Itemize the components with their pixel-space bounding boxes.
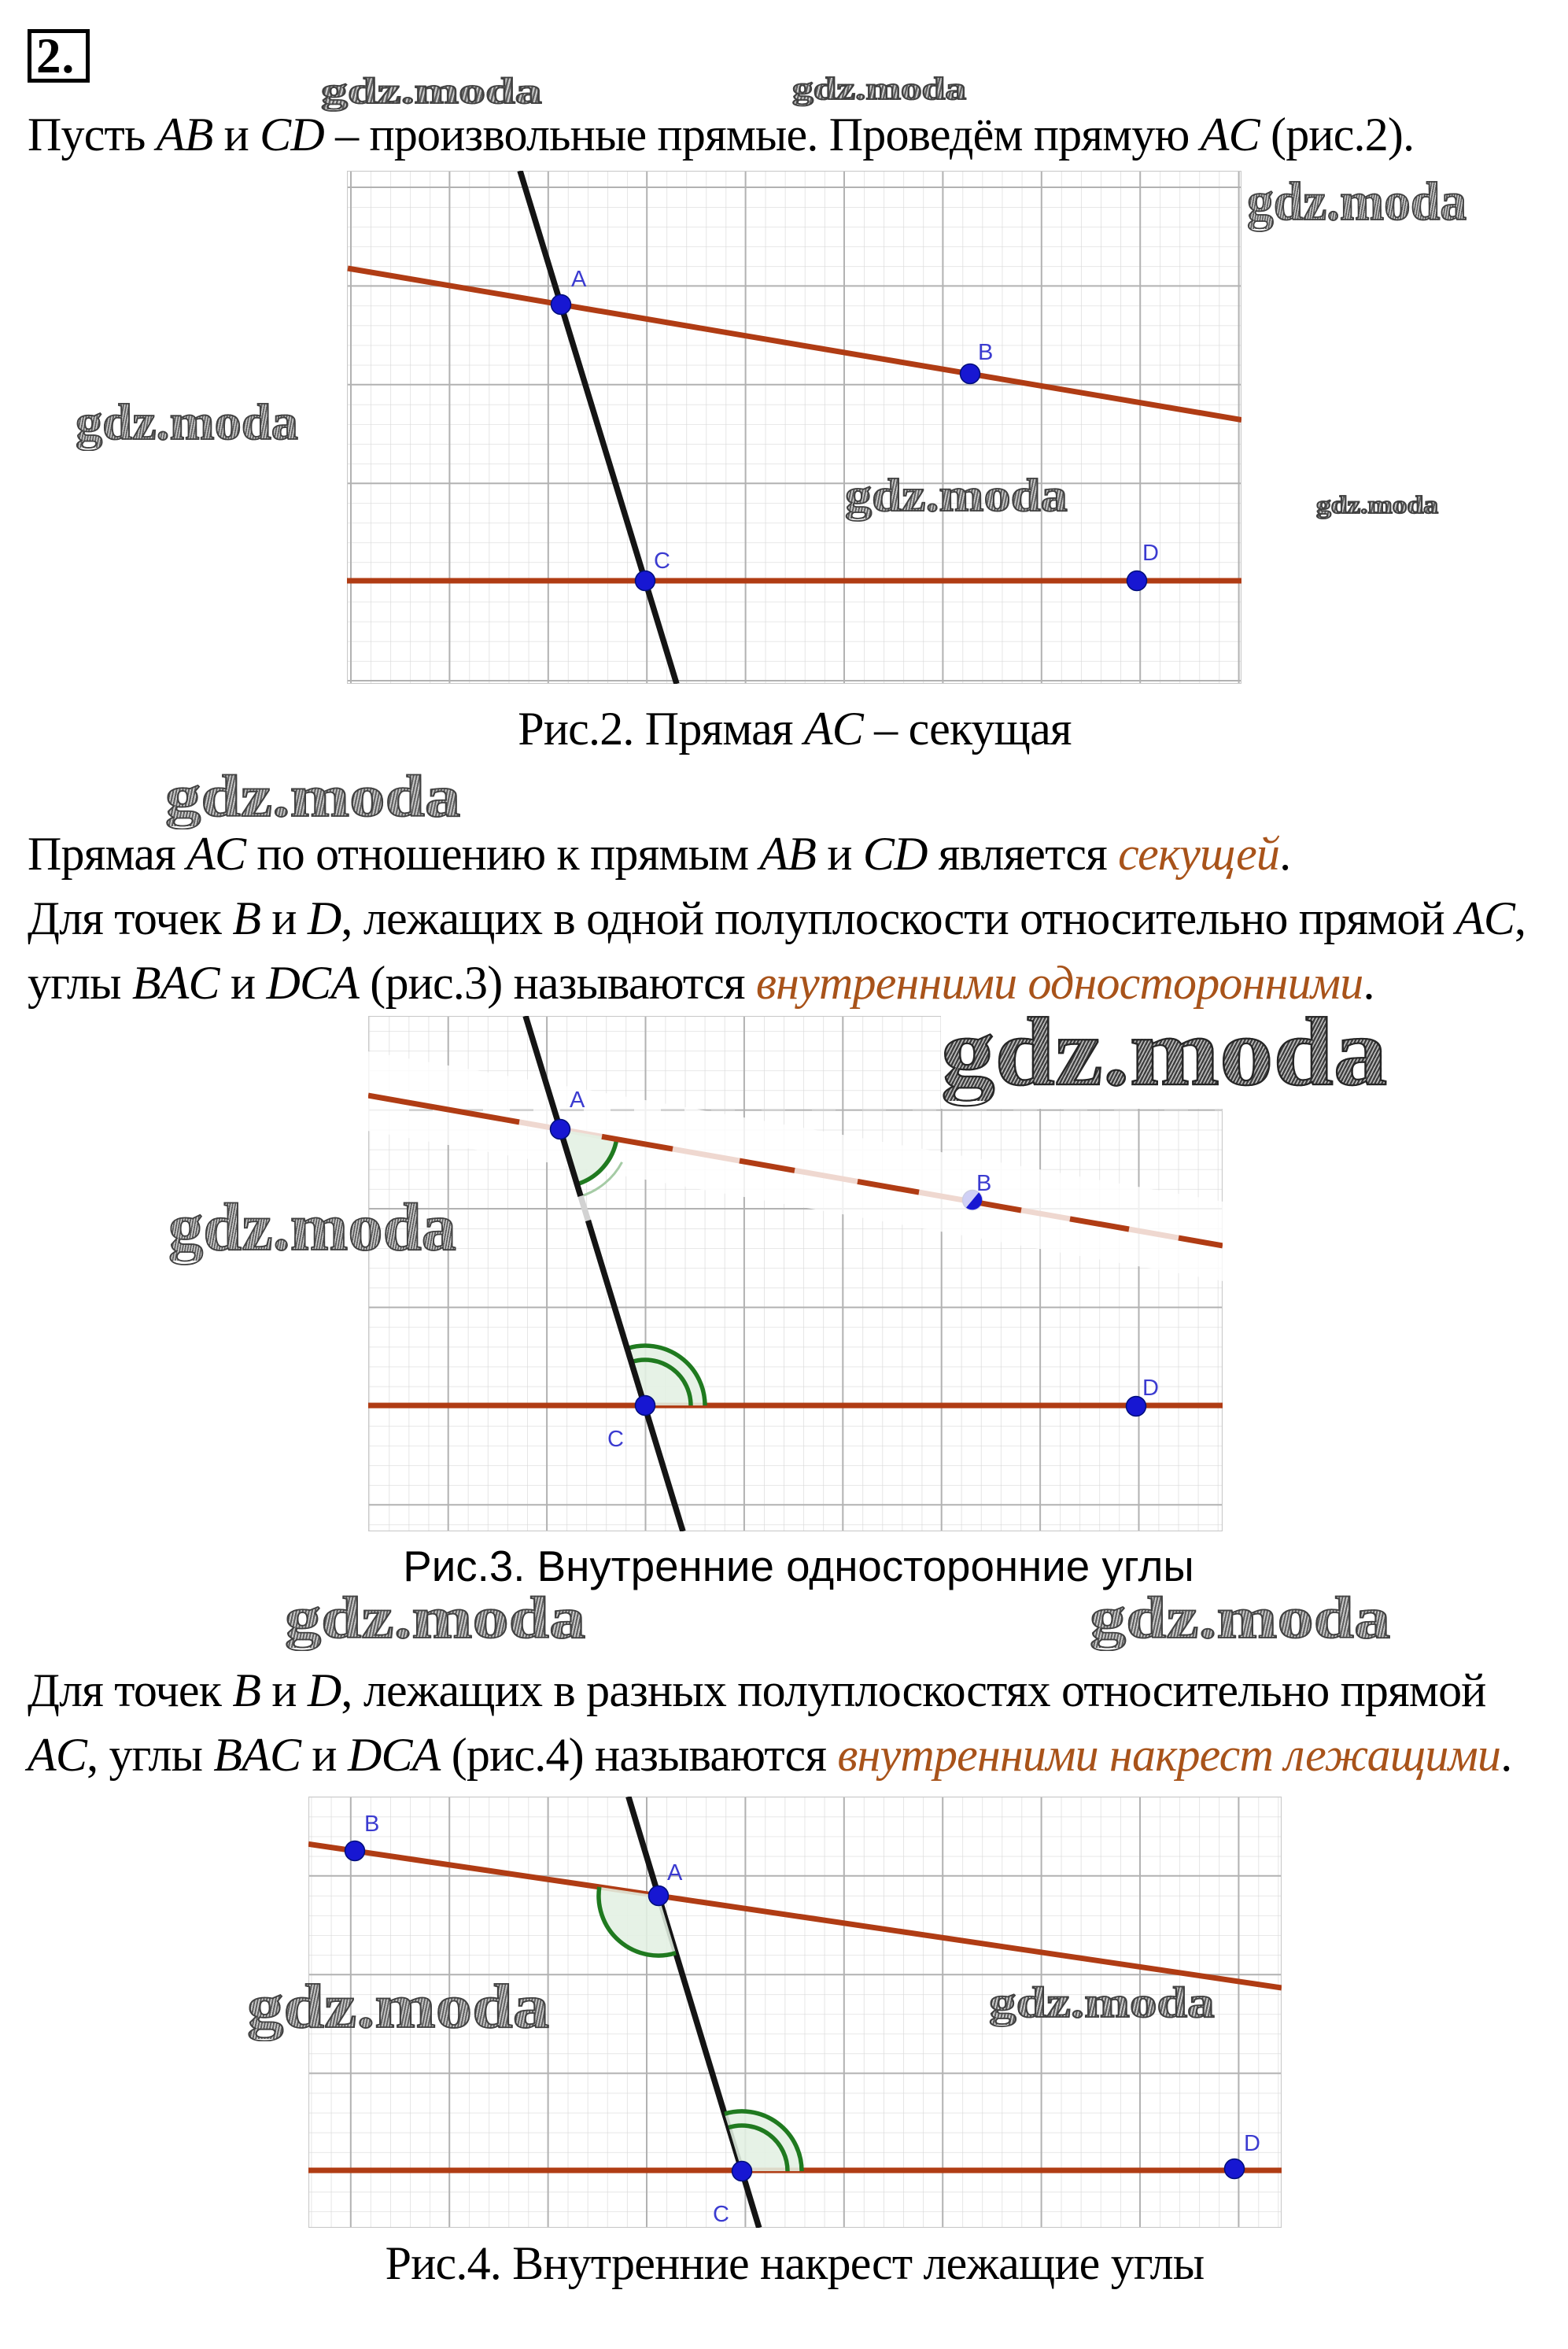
svg-text:A: A <box>571 267 587 292</box>
svg-text:D: D <box>1142 541 1159 566</box>
svg-text:C: C <box>713 2202 729 2227</box>
svg-text:D: D <box>1142 1376 1159 1401</box>
svg-text:A: A <box>667 1860 683 1885</box>
svg-text:B: B <box>978 340 993 365</box>
svg-text:C: C <box>654 548 670 574</box>
svg-text:B: B <box>976 1171 991 1196</box>
svg-text:C: C <box>607 1427 624 1452</box>
svg-text:B: B <box>364 1812 379 1837</box>
svg-text:A: A <box>570 1088 585 1113</box>
svg-text:D: D <box>1244 2131 1260 2156</box>
